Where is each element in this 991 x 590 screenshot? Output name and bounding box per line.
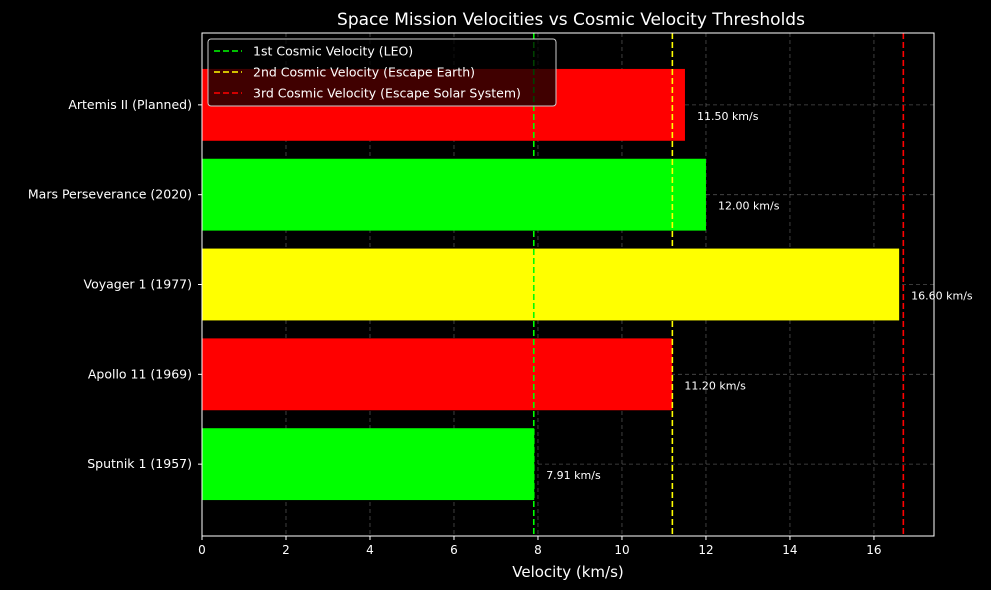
y-tick-label: Mars Perseverance (2020) [28,187,192,202]
y-tick-label: Apollo 11 (1969) [88,366,192,381]
value-label: 11.20 km/s [684,379,746,392]
legend-label: 1st Cosmic Velocity (LEO) [253,44,413,59]
y-tick-label: Voyager 1 (1977) [83,277,192,292]
value-labels: 7.91 km/s 11.20 km/s 16.60 km/s 12.00 km/s 1… [546,110,973,482]
chart-title: Space Mission Velocities vs Cosmic Veloc… [337,10,805,30]
reference-lines [532,33,905,536]
x-tick-label: 2 [282,543,290,557]
x-tick-label: 4 [366,543,374,557]
legend-box [207,38,557,107]
value-label: 12.00 km/s [718,200,780,213]
bar [202,248,900,321]
x-axis: 0 2 4 6 8 10 12 14 16 [198,536,882,557]
bar [202,158,706,231]
legend: 1st Cosmic Velocity (LEO) 2nd Cosmic Velo… [207,38,557,107]
y-tick-label: Sputnik 1 (1957) [87,456,192,471]
value-label: 11.50 km/s [697,110,759,123]
value-label: 7.91 km/s [546,469,601,482]
y-tick-label: Artemis II (Planned) [68,97,192,112]
x-tick-label: 0 [198,543,206,557]
y-axis: Sputnik 1 (1957) Apollo 11 (1969) Voyager … [28,97,202,471]
x-tick-label: 10 [614,543,629,557]
x-axis-label: Velocity (km/s) [512,563,623,581]
legend-label: 3rd Cosmic Velocity (Escape Solar System… [253,86,521,101]
x-tick-label: 16 [866,543,881,557]
legend-label: 2nd Cosmic Velocity (Escape Earth) [253,65,475,80]
x-tick-label: 8 [534,543,542,557]
bars-group [202,68,900,501]
value-label: 16.60 km/s [911,290,973,303]
x-tick-label: 14 [782,543,797,557]
x-tick-label: 12 [698,543,713,557]
bar [202,338,673,411]
bar [202,428,535,501]
x-tick-label: 6 [450,543,458,557]
